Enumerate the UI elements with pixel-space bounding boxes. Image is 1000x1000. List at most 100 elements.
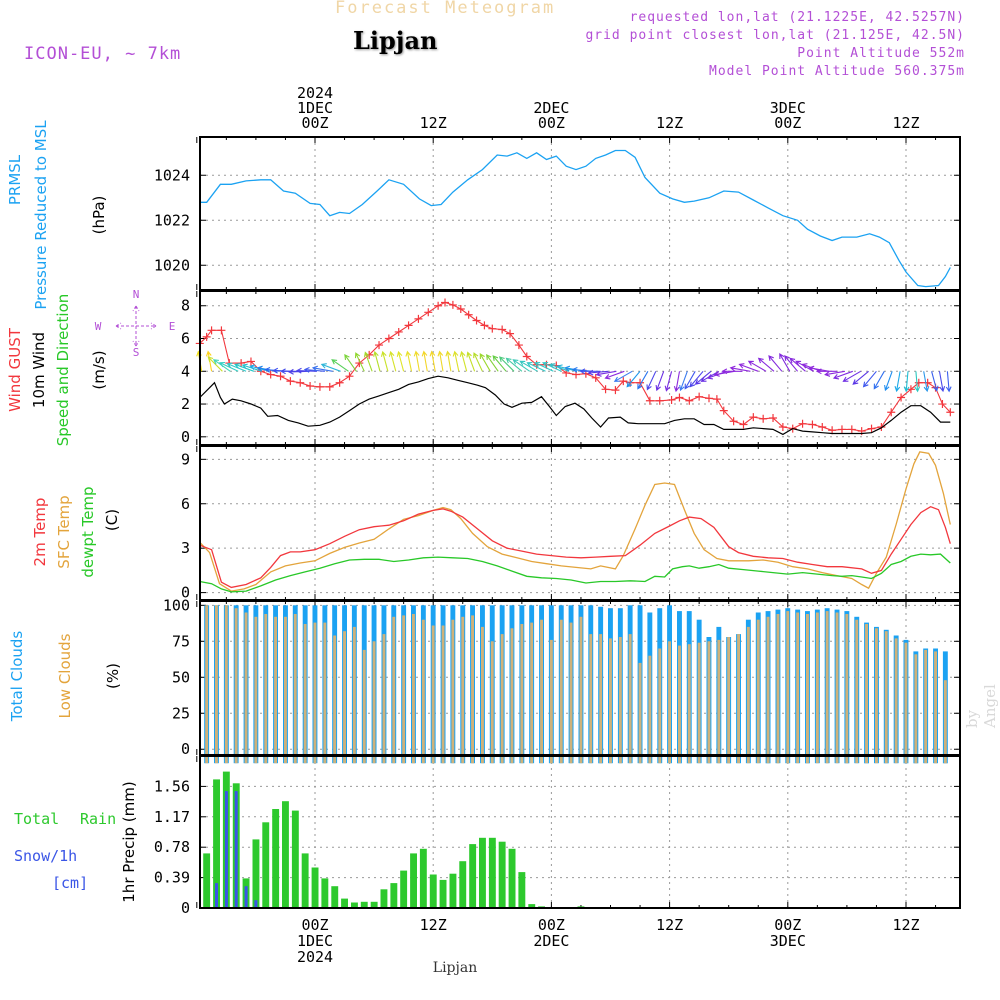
wind-direction-arrow — [945, 371, 952, 393]
wind-direction-arrow — [673, 371, 681, 393]
rain-bar — [518, 872, 526, 908]
low-clouds-bar — [806, 614, 809, 764]
wind-direction-arrow — [354, 352, 365, 372]
wind-direction-arrow — [862, 370, 877, 388]
rain-bar — [400, 870, 408, 908]
rain-bar — [469, 844, 477, 908]
low-clouds-bar — [333, 635, 337, 764]
y-tick-label: 75 — [172, 632, 190, 650]
wind-direction-arrow — [738, 363, 759, 372]
bottom-time-label: 00Z — [301, 916, 328, 934]
low-clouds-axis-label: Low Clouds — [56, 633, 74, 718]
wind-direction-arrow — [207, 356, 223, 372]
wind-direction-arrow — [526, 361, 546, 372]
wind-direction-arrow — [534, 361, 554, 372]
pressure-axis-label: PRMSL — [6, 154, 24, 205]
low-clouds-bar — [717, 639, 721, 764]
low-clouds-bar — [274, 616, 277, 764]
low-clouds-bar — [481, 626, 484, 764]
wind-direction-arrow — [473, 352, 483, 372]
wind-direction-arrow — [729, 365, 751, 372]
wind-gust-marker — [202, 332, 211, 341]
low-clouds-bar — [934, 651, 937, 764]
y-tick-label: 0.78 — [154, 838, 190, 856]
temp-2m-axis-label: 2m Temp — [31, 498, 49, 567]
low-clouds-bar — [638, 662, 642, 764]
low-clouds-bar — [924, 649, 928, 764]
y-tick-label: 0 — [181, 899, 190, 917]
wind-gust-marker — [237, 359, 246, 368]
wind-gust-marker — [705, 394, 713, 403]
wind-gust-marker — [914, 378, 923, 387]
low-clouds-bar — [697, 642, 701, 764]
wind-gust-marker — [315, 382, 324, 391]
wind-direction-arrow — [832, 370, 853, 380]
bottom-time-label: 3DEC — [770, 932, 806, 950]
rain-bar — [203, 853, 211, 908]
wind-gust-marker — [306, 382, 315, 391]
model-point-altitude: Model Point Altitude 560.375m — [709, 64, 965, 79]
wind-gust-marker — [808, 420, 817, 429]
low-clouds-bar — [490, 641, 494, 764]
low-clouds-bar — [943, 680, 947, 764]
y-tick-label: 0 — [181, 584, 190, 602]
wind-direction-arrow — [784, 355, 799, 372]
low-clouds-bar — [835, 612, 839, 764]
wind-gust-marker — [847, 425, 856, 434]
wind-gust-marker — [522, 352, 531, 361]
low-clouds-bar — [215, 605, 218, 764]
pressure-line — [200, 149, 951, 288]
wind-direction-arrow — [721, 368, 743, 375]
low-clouds-bar — [658, 648, 662, 764]
temp-unit-label: (C) — [103, 509, 121, 531]
rain-bar — [410, 853, 417, 908]
low-clouds-bar — [914, 654, 918, 764]
wind-direction-arrow — [218, 361, 239, 372]
wind-direction-arrow — [824, 370, 845, 377]
wind-gust-marker — [897, 393, 906, 402]
wind-direction-arrow — [519, 360, 538, 372]
wind-gust-marker — [778, 422, 787, 431]
temp-2m-line — [199, 505, 951, 589]
low-clouds-bar — [825, 611, 829, 764]
low-clouds-bar — [234, 608, 238, 764]
wind-direction-arrow — [931, 371, 939, 392]
y-tick-label: 0 — [181, 740, 190, 758]
wind-direction-arrow — [344, 353, 357, 372]
low-clouds-bar — [244, 612, 248, 764]
wind-direction-arrow — [413, 350, 420, 372]
rain-bar — [213, 779, 220, 908]
wind-direction-arrow — [226, 362, 247, 372]
wind-gust-marker — [719, 406, 728, 415]
wind-gust-marker — [286, 377, 295, 386]
compass-west-label: W — [95, 320, 102, 333]
low-clouds-bar — [569, 622, 573, 764]
dewpoint-line — [199, 553, 951, 593]
low-clouds-bar — [254, 616, 258, 764]
wind-direction-arrow — [373, 350, 381, 372]
bottom-time-label: 12Z — [420, 916, 447, 934]
y-tick-label: 6 — [181, 330, 190, 348]
low-clouds-bar — [845, 614, 849, 764]
wind-gust-line — [199, 301, 951, 432]
low-clouds-bar — [904, 642, 908, 764]
rain-bar — [282, 801, 289, 908]
wind-gust-marker — [685, 396, 694, 405]
wind-gust-marker — [246, 357, 255, 366]
wind-direction-arrow — [452, 350, 460, 372]
wind-direction-arrow — [331, 359, 349, 372]
wind-direction-arrow — [626, 370, 641, 388]
wind-direction-arrow — [479, 353, 491, 372]
rain-bar — [370, 901, 378, 908]
wind-direction-arrow — [587, 369, 609, 376]
rain-bar — [528, 904, 536, 908]
y-tick-label: 1022 — [154, 211, 190, 229]
wind-gust-marker — [837, 425, 846, 434]
top-time-label: 00Z — [301, 114, 328, 132]
low-clouds-bar — [471, 615, 474, 764]
wind-gust-marker — [867, 424, 876, 433]
low-clouds-bar — [313, 622, 317, 764]
y-tick-label: 25 — [172, 704, 190, 722]
chart-title: Forecast Meteogram — [335, 0, 556, 18]
wind-gust-marker — [739, 420, 748, 429]
